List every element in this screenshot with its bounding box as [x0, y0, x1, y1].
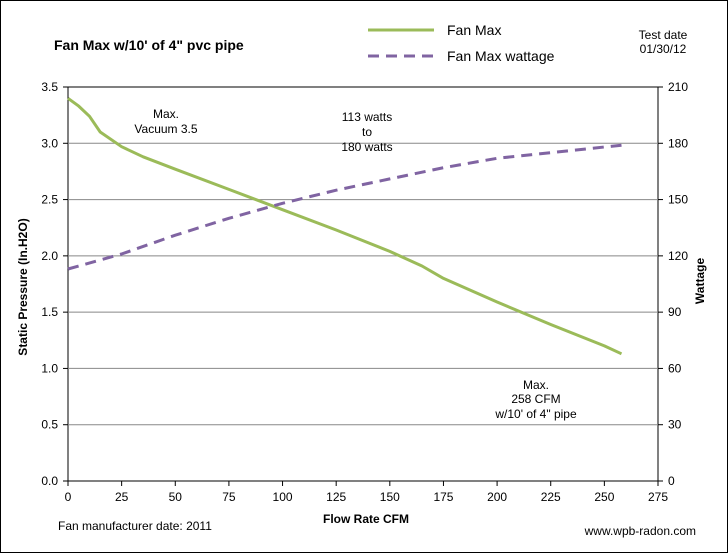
- annotation-wattage-range: 113 watts to 180 watts: [341, 110, 392, 154]
- x-tick-label: 0: [65, 490, 72, 504]
- y2-axis-title: Wattage: [693, 258, 707, 305]
- legend-label-fan-max: Fan Max: [447, 22, 501, 38]
- y2-tick-label: 120: [668, 249, 688, 263]
- annotation-max-vacuum: Max. Vacuum 3.5: [134, 107, 197, 136]
- legend-label-fan-max-wattage: Fan Max wattage: [447, 48, 555, 64]
- x-tick-label: 50: [169, 490, 183, 504]
- y2-tick-label: 210: [668, 80, 688, 94]
- series-line-fan-max: [67, 97, 623, 356]
- axes: 0.0 0.5 1.0 1.5 2.0 2.5 3.0 3.5 0 30 60 90 120 150 180…: [41, 80, 688, 504]
- y2-tick-label: 30: [668, 418, 682, 432]
- y-tick-label: 0.0: [41, 474, 58, 488]
- series-line-fan-max-wattage: [67, 143, 622, 271]
- x-tick-label: 225: [541, 490, 561, 504]
- y-tick-label: 1.5: [41, 305, 58, 319]
- plot-frame: [67, 86, 659, 482]
- y2-tick-label: 180: [668, 136, 688, 150]
- x-tick-label: 250: [594, 490, 614, 504]
- y-axis-title: Static Pressure (In.H2O): [16, 218, 30, 355]
- x-axis-title: Flow Rate CFM: [323, 512, 409, 526]
- annotation-max-vacuum-line2: Vacuum 3.5: [134, 122, 197, 136]
- annotation-wattage-line1: 113 watts: [342, 110, 392, 124]
- gridlines: [68, 142, 658, 426]
- annotation-max-vacuum-line1: Max.: [153, 107, 179, 121]
- y2-tick-label: 0: [668, 474, 675, 488]
- y-tick-label: 3.5: [41, 80, 58, 94]
- x-tick-label: 25: [115, 490, 129, 504]
- annotation-max-cfm-line1: Max.: [523, 378, 549, 392]
- x-tick-label: 150: [380, 490, 400, 504]
- test-date-value: 01/30/12: [640, 42, 687, 56]
- website-url: www.wpb-radon.com: [584, 524, 696, 538]
- x-tick-label: 275: [648, 490, 668, 504]
- y2-tick-label: 150: [668, 193, 688, 207]
- y-tick-label: 3.0: [41, 136, 58, 150]
- y-tick-label: 0.5: [41, 418, 58, 432]
- y2-tick-label: 60: [668, 361, 682, 375]
- annotation-max-cfm-line3: w/10' of 4" pipe: [494, 407, 577, 421]
- manufacturer-date: Fan manufacturer date: 2011: [58, 519, 212, 533]
- annotation-max-cfm: Max. 258 CFM w/10' of 4" pipe: [494, 378, 577, 421]
- test-date-label: Test date: [639, 28, 688, 42]
- plot-area: [67, 86, 659, 482]
- annotation-wattage-line3: 180 watts: [341, 140, 392, 154]
- y-tick-label: 2.0: [41, 249, 58, 263]
- x-tick-label: 100: [273, 490, 293, 504]
- x-tick-label: 75: [222, 490, 236, 504]
- x-tick-label: 125: [326, 490, 346, 504]
- y-tick-label: 1.0: [41, 361, 58, 375]
- annotation-wattage-line2: to: [362, 125, 372, 139]
- x-tick-label: 175: [433, 490, 453, 504]
- annotation-max-cfm-line2: 258 CFM: [511, 392, 560, 406]
- series-layer: [67, 97, 623, 356]
- y2-tick-label: 90: [668, 305, 682, 319]
- chart-title: Fan Max w/10' of 4" pvc pipe: [54, 37, 244, 53]
- x-tick-label: 200: [487, 490, 507, 504]
- y-tick-label: 2.5: [41, 193, 58, 207]
